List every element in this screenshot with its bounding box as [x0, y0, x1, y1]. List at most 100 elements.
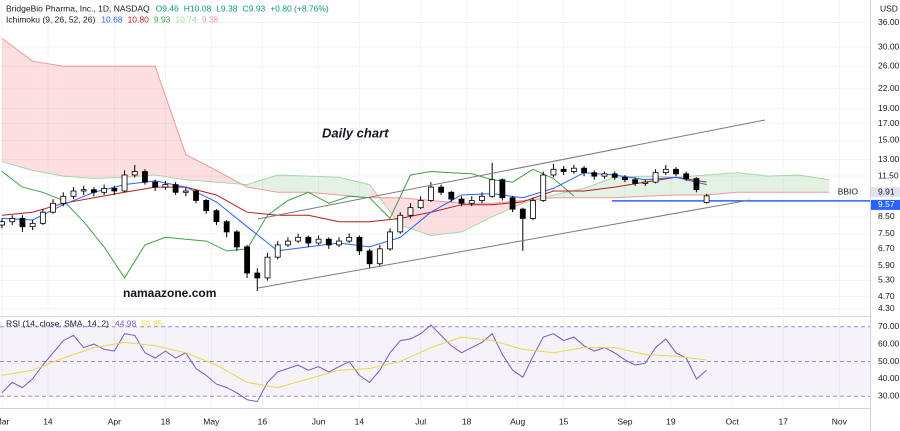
cloud-fill	[430, 200, 462, 236]
candle-body	[662, 168, 669, 174]
price-label-box	[871, 187, 900, 198]
candle-body	[121, 174, 128, 192]
legend-value: 44.98	[115, 318, 137, 328]
symbol-label: BBIO	[838, 186, 859, 196]
candle-body	[152, 181, 159, 188]
candle-body	[417, 200, 424, 209]
x-tick-label: 18	[462, 416, 472, 426]
cloud-fill	[185, 154, 217, 183]
plot-area	[0, 0, 870, 408]
hline-label-box	[871, 199, 900, 210]
candle-body	[489, 179, 496, 197]
candle-body	[376, 248, 383, 265]
y-tick-label: 7.50	[878, 228, 895, 238]
candle-body	[39, 211, 46, 224]
x-tick-label: Aug	[510, 416, 525, 426]
cloud-fill	[584, 177, 615, 198]
leading-span-a	[1, 161, 830, 237]
y-tick-label: 22.00	[878, 83, 900, 93]
candle-body	[642, 181, 649, 184]
candle-body	[622, 176, 628, 181]
y-tick-label: 4.70	[878, 291, 895, 301]
cloud-fill	[32, 61, 64, 177]
candle-body	[673, 168, 679, 175]
legend-value: 10.80	[128, 14, 150, 24]
channel-lower	[257, 199, 751, 289]
x-tick-label: 15	[559, 416, 569, 426]
candle-body	[499, 179, 506, 199]
hline-label: 9.57	[878, 199, 895, 209]
x-tick-label: Nov	[832, 416, 848, 426]
candle-body	[29, 222, 36, 228]
candle-body	[19, 218, 26, 228]
currency-label: USD	[880, 3, 898, 13]
y-tick-label: 8.50	[878, 211, 895, 221]
x-tick-label: 18	[161, 416, 171, 426]
watermark: namaazone.com	[123, 286, 216, 300]
candle-body	[131, 171, 138, 176]
candle-body	[91, 189, 97, 193]
y-tick-label: 15.00	[878, 135, 900, 145]
y-tick-label: 60.00	[878, 338, 900, 348]
legend-value: H10.08	[184, 3, 212, 13]
candle-body	[479, 195, 485, 201]
candle-body	[601, 173, 608, 177]
candle-body	[387, 231, 393, 250]
candle-body	[295, 236, 302, 242]
y-tick-label: 30.00	[878, 391, 900, 401]
candle-body	[509, 197, 516, 210]
x-tick-label: 17	[778, 416, 788, 426]
y-tick-label: 26.00	[878, 61, 900, 71]
conversion-line	[1, 172, 707, 252]
candle-body	[468, 200, 475, 204]
rsi-line	[1, 336, 707, 389]
cloud-fill	[461, 203, 493, 232]
cloud-fill	[798, 175, 830, 193]
candle-body	[530, 200, 536, 219]
rsi-line	[1, 324, 707, 403]
candle-body	[693, 178, 700, 191]
candle-body	[356, 236, 363, 252]
candle-body	[407, 207, 414, 216]
candle-body	[264, 256, 271, 279]
candle-body	[366, 250, 373, 265]
candle-body	[427, 186, 434, 201]
cloud-fill	[155, 66, 186, 180]
candle-body	[581, 167, 587, 174]
candle-body	[540, 174, 547, 201]
candle-body	[244, 246, 250, 274]
annotation: Daily chart	[322, 125, 389, 140]
y-tick-label: 13.00	[878, 154, 900, 164]
candle-body	[591, 172, 598, 177]
candle-body	[632, 179, 639, 184]
candle-body	[162, 184, 169, 188]
x-tick-label: Mar	[0, 416, 9, 426]
base-line	[1, 176, 707, 223]
candle-body	[254, 272, 261, 279]
cloud-fill	[124, 66, 156, 178]
y-tick-label: 11.50	[878, 170, 899, 180]
candle-body	[397, 214, 404, 233]
legend-title: Ichimoku (9, 26, 52, 26)	[6, 14, 95, 24]
candle-body	[560, 168, 567, 172]
candle-body	[315, 238, 322, 244]
candle-body	[223, 221, 230, 233]
leading-span-b	[1, 37, 830, 204]
legend-value: 50.85	[141, 318, 163, 328]
candle-body	[346, 236, 353, 242]
candle-body	[182, 190, 189, 193]
y-tick-label: 4.30	[878, 303, 895, 313]
cloud-fill	[63, 66, 94, 179]
x-tick-label: Jun	[312, 416, 326, 426]
candle-body	[550, 168, 557, 176]
legend-value: 10.74	[175, 14, 197, 24]
y-tick-label: 6.70	[878, 243, 895, 253]
legend-value: 9.38	[202, 14, 219, 24]
candle-body	[213, 210, 220, 223]
candle-body	[50, 202, 56, 213]
candle-body	[458, 198, 465, 204]
candle-body	[703, 195, 710, 203]
candle-body	[101, 187, 108, 193]
